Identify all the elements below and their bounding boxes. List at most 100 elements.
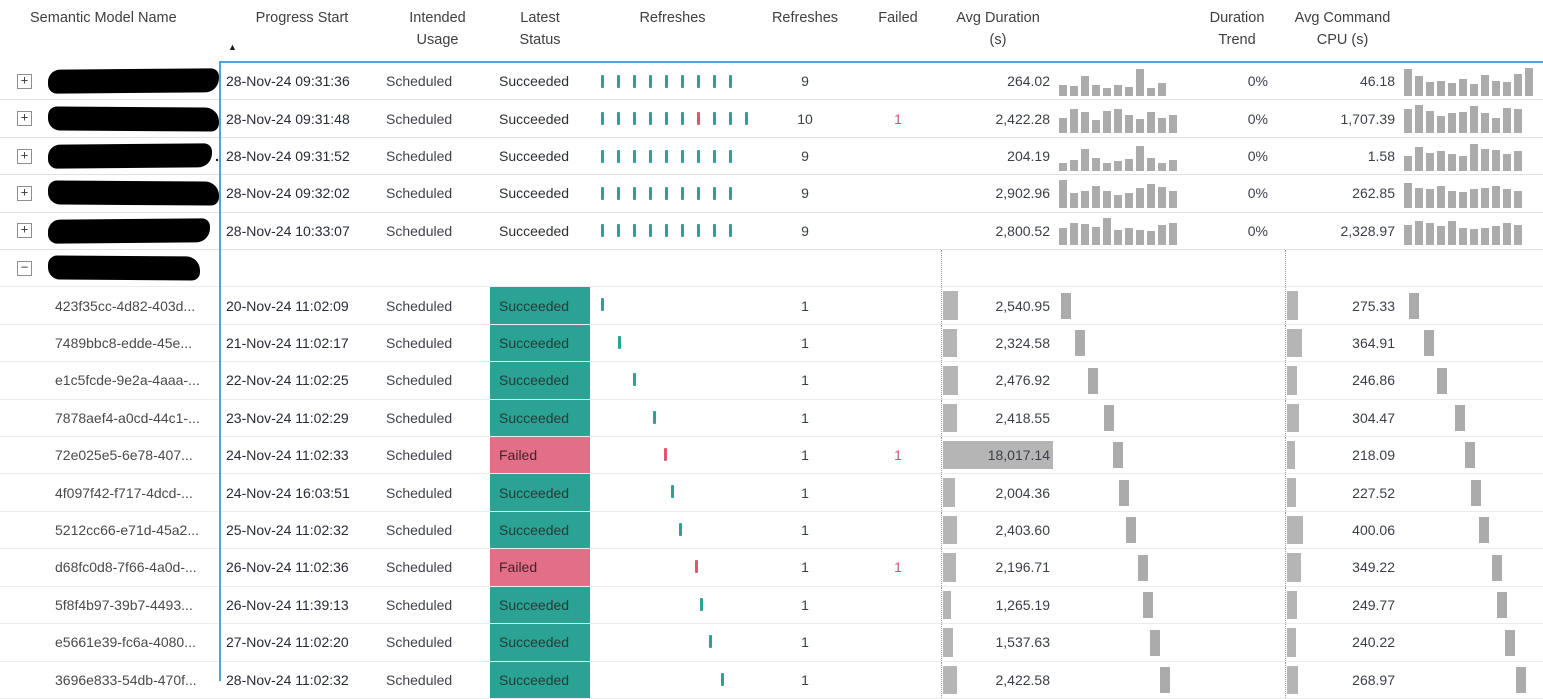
column-header-progress-start[interactable]: Progress Start xyxy=(255,10,349,26)
latest-status-cell[interactable]: Succeeded xyxy=(490,175,590,211)
column-header-semantic-model-name[interactable]: Semantic Model Name xyxy=(30,10,177,26)
cpu-sparkline-cell[interactable] xyxy=(1400,512,1543,548)
refreshes-count-cell[interactable]: 9 xyxy=(755,63,855,99)
progress-start-cell[interactable]: 28-Nov-24 09:31:36 xyxy=(219,63,385,99)
refreshes-sparkline-cell[interactable] xyxy=(590,400,755,436)
intended-usage-cell[interactable]: Scheduled xyxy=(385,63,490,99)
semantic-model-id-cell[interactable]: 5f8f4b97-39b7-4493... xyxy=(0,587,219,623)
avg-command-cpu-cell[interactable]: 1,707.39 xyxy=(1285,100,1400,136)
avg-command-cpu-cell[interactable]: 1.58 xyxy=(1285,138,1400,174)
cpu-sparkline-cell[interactable] xyxy=(1400,437,1543,473)
duration-sparkline-cell[interactable] xyxy=(1055,100,1189,136)
refreshes-count-cell[interactable]: 1 xyxy=(755,437,855,473)
avg-command-cpu-cell[interactable]: 304.47 xyxy=(1285,399,1400,437)
progress-start-cell[interactable]: 28-Nov-24 09:32:02 xyxy=(219,175,385,211)
failed-count-cell[interactable] xyxy=(855,624,941,660)
avg-duration-cell[interactable]: 2,196.71 xyxy=(941,549,1055,586)
duration-sparkline-cell[interactable] xyxy=(1055,662,1189,698)
cpu-sparkline-cell[interactable] xyxy=(1400,213,1543,249)
avg-duration-cell[interactable]: 2,540.95 xyxy=(941,287,1055,324)
duration-trend-cell[interactable] xyxy=(1189,437,1285,473)
cpu-sparkline-cell[interactable] xyxy=(1400,624,1543,660)
column-header-failed[interactable]: Failed xyxy=(878,10,918,26)
cpu-sparkline-cell[interactable] xyxy=(1400,587,1543,623)
duration-trend-cell[interactable] xyxy=(1189,400,1285,436)
duration-trend-cell[interactable] xyxy=(1189,549,1285,585)
duration-trend-cell[interactable]: 0% xyxy=(1189,138,1285,174)
latest-status-cell[interactable]: Succeeded xyxy=(490,324,590,362)
cpu-sparkline-cell[interactable] xyxy=(1400,400,1543,436)
latest-status-cell[interactable]: Succeeded xyxy=(490,213,590,249)
avg-duration-cell[interactable]: 204.19 xyxy=(941,138,1055,174)
intended-usage-cell[interactable]: Scheduled xyxy=(385,175,490,211)
avg-duration-cell[interactable]: 2,004.36 xyxy=(941,474,1055,511)
latest-status-cell[interactable]: Succeeded xyxy=(490,474,590,511)
duration-trend-cell[interactable] xyxy=(1189,325,1285,361)
intended-usage-cell[interactable]: Scheduled xyxy=(385,437,490,473)
progress-start-cell[interactable]: 28-Nov-24 09:31:48 xyxy=(219,100,385,136)
duration-sparkline-cell[interactable] xyxy=(1055,624,1189,660)
avg-duration-cell[interactable]: 2,422.58 xyxy=(941,661,1055,698)
refreshes-sparkline-cell[interactable] xyxy=(590,325,755,361)
intended-usage-cell[interactable]: Scheduled xyxy=(385,474,490,510)
cpu-sparkline-cell[interactable] xyxy=(1400,175,1543,211)
intended-usage-cell[interactable]: Scheduled xyxy=(385,587,490,623)
latest-status-cell[interactable]: Succeeded xyxy=(490,661,590,698)
semantic-model-name-cell[interactable]: + xyxy=(0,213,219,249)
expand-plus-icon[interactable]: + xyxy=(17,223,32,239)
latest-status-cell[interactable]: Succeeded xyxy=(490,63,590,99)
refreshes-count-cell[interactable]: 1 xyxy=(755,362,855,398)
avg-command-cpu-cell[interactable]: 2,328.97 xyxy=(1285,213,1400,249)
failed-count-cell[interactable] xyxy=(855,325,941,361)
semantic-model-id-cell[interactable]: d68fc0d8-7f66-4a0d-... xyxy=(0,549,219,585)
failed-count-cell[interactable] xyxy=(855,400,941,436)
cpu-sparkline-cell[interactable] xyxy=(1400,63,1543,99)
refreshes-sparkline-cell[interactable] xyxy=(590,437,755,473)
latest-status-cell[interactable]: Succeeded xyxy=(490,586,590,624)
avg-duration-cell[interactable]: 2,422.28 xyxy=(941,100,1055,136)
progress-start-cell[interactable]: 21-Nov-24 11:02:17 xyxy=(219,325,385,361)
progress-start-cell[interactable]: 28-Nov-24 10:33:07 xyxy=(219,213,385,249)
cpu-sparkline-cell[interactable] xyxy=(1400,325,1543,361)
status-badge-succeeded[interactable]: Succeeded xyxy=(490,586,590,624)
duration-trend-cell[interactable] xyxy=(1189,662,1285,698)
latest-status-cell[interactable]: Failed xyxy=(490,549,590,586)
collapse-minus-icon[interactable]: − xyxy=(17,260,32,276)
avg-command-cpu-cell[interactable]: 275.33 xyxy=(1285,287,1400,324)
duration-trend-cell[interactable] xyxy=(1189,362,1285,398)
duration-trend-cell[interactable] xyxy=(1189,474,1285,510)
duration-trend-cell[interactable]: 0% xyxy=(1189,100,1285,136)
latest-status-cell[interactable]: Succeeded xyxy=(490,100,590,136)
intended-usage-cell[interactable]: Scheduled xyxy=(385,213,490,249)
column-header-intended-usage[interactable]: Intended Usage xyxy=(409,10,466,48)
status-badge-succeeded[interactable]: Succeeded xyxy=(490,399,590,437)
cpu-sparkline-cell[interactable] xyxy=(1400,138,1543,174)
avg-duration-cell[interactable]: 2,476.92 xyxy=(941,362,1055,399)
progress-start-cell[interactable]: 26-Nov-24 11:39:13 xyxy=(219,587,385,623)
duration-sparkline-cell[interactable] xyxy=(1055,138,1189,174)
refreshes-count-cell[interactable]: 9 xyxy=(755,138,855,174)
latest-status-cell[interactable]: Succeeded xyxy=(490,138,590,174)
status-badge-succeeded[interactable]: Succeeded xyxy=(490,287,590,324)
avg-duration-cell[interactable]: 2,324.58 xyxy=(941,324,1055,362)
semantic-model-name-cell[interactable]: + xyxy=(0,175,220,211)
semantic-model-name-cell[interactable]: + xyxy=(0,63,220,99)
semantic-model-id-cell[interactable]: 3696e833-54db-470f... xyxy=(0,662,219,698)
column-header-duration-trend[interactable]: Duration Trend xyxy=(1209,10,1265,48)
avg-command-cpu-cell[interactable]: 262.85 xyxy=(1285,175,1400,211)
duration-sparkline-cell[interactable] xyxy=(1055,362,1189,398)
latest-status-cell[interactable]: Succeeded xyxy=(490,287,590,324)
avg-command-cpu-cell[interactable]: 349.22 xyxy=(1285,549,1400,586)
refreshes-sparkline-cell[interactable] xyxy=(590,624,755,660)
cpu-sparkline-cell[interactable] xyxy=(1400,474,1543,510)
refreshes-sparkline-cell[interactable] xyxy=(590,662,755,698)
semantic-model-name-cell[interactable]: +. xyxy=(0,138,219,174)
cpu-sparkline-cell[interactable] xyxy=(1400,662,1543,698)
avg-duration-cell[interactable]: 2,403.60 xyxy=(941,511,1055,549)
avg-command-cpu-cell[interactable]: 218.09 xyxy=(1285,437,1400,474)
failed-count-cell[interactable] xyxy=(855,362,941,398)
refreshes-count-cell[interactable]: 1 xyxy=(755,549,855,585)
column-header-avg-duration[interactable]: Avg Duration (s) xyxy=(956,10,1040,48)
avg-command-cpu-cell[interactable]: 249.77 xyxy=(1285,586,1400,624)
semantic-model-id-cell[interactable]: 72e025e5-6e78-407... xyxy=(0,437,219,473)
